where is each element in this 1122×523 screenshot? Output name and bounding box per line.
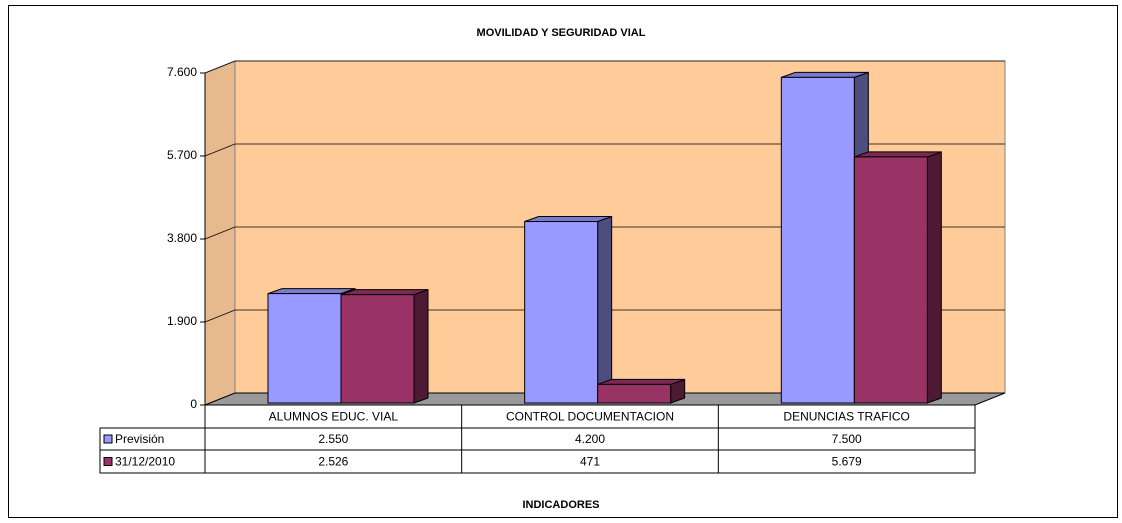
bar-side — [597, 215, 613, 404]
bar-top — [597, 378, 685, 385]
bar-side — [926, 151, 942, 404]
x-tick-label: DENUNCIAS TRAFICO — [783, 410, 909, 424]
legend-swatch — [103, 434, 113, 444]
bar — [524, 221, 599, 404]
grid-line — [204, 226, 1005, 240]
grid-line — [204, 309, 1005, 323]
data-label: 4.200 — [575, 432, 605, 446]
y-tick-label: 5.700 — [167, 148, 197, 162]
data-label: 5.679 — [832, 455, 862, 469]
y-tick-label: 3.800 — [167, 231, 197, 245]
y-tick-label: 0 — [190, 397, 197, 411]
legend-label: 31/12/2010 — [115, 455, 175, 469]
data-label: 2.550 — [318, 432, 348, 446]
bar — [267, 293, 342, 404]
x-tick-label: CONTROL DOCUMENTACION — [506, 410, 674, 424]
y-tick-label: 1.900 — [167, 314, 197, 328]
data-label: 471 — [580, 455, 600, 469]
bar-top — [524, 216, 612, 223]
data-label: 7.500 — [832, 432, 862, 446]
bar-top — [781, 71, 869, 78]
bar-top — [340, 289, 429, 296]
grid-line — [204, 60, 1005, 74]
bar — [340, 294, 415, 404]
bar — [853, 156, 928, 404]
bar-side — [413, 288, 429, 404]
x-tick-label: ALUMNOS EDUC. VIAL — [269, 410, 399, 424]
bar — [780, 76, 855, 404]
legend-label: Previsión — [115, 432, 164, 446]
bar-top — [267, 288, 356, 295]
x-axis-title: INDICADORES — [522, 499, 599, 511]
legend-swatch — [103, 457, 113, 466]
y-tick-label: 7.600 — [167, 65, 197, 79]
bar — [597, 383, 672, 404]
chart-title: MOVILIDAD Y SEGURIDAD VIAL — [477, 27, 646, 39]
grid-line — [204, 143, 1005, 157]
data-label: 2.526 — [318, 455, 348, 469]
bar-top — [854, 151, 942, 158]
